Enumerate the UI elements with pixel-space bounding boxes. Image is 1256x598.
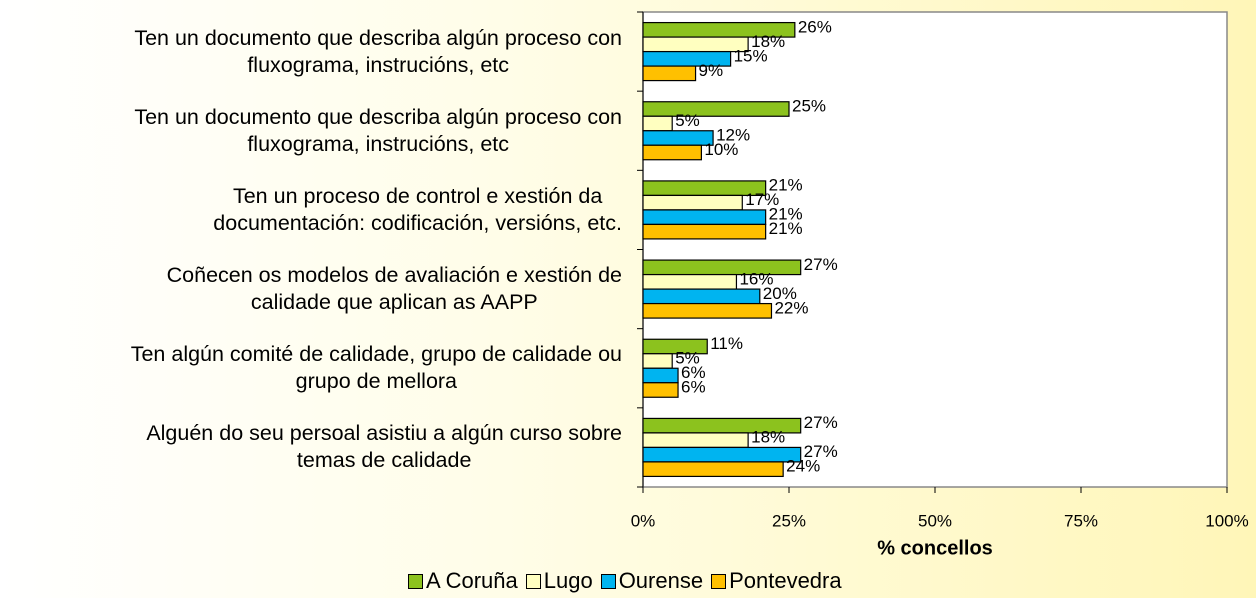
category-label: Ten un documento que describa algún proc…: [134, 104, 622, 156]
legend: A Coruña Lugo Ourense Pontevedra: [408, 568, 842, 594]
bar: [642, 259, 802, 276]
data-label: 12%: [716, 125, 750, 144]
data-label: 27%: [804, 442, 838, 461]
data-label: 10%: [704, 140, 738, 159]
x-tick-label: 100%: [1205, 511, 1248, 530]
data-label: 24%: [786, 457, 820, 476]
bar: [642, 194, 743, 211]
bar: [642, 130, 714, 146]
legend-item: A Coruña: [408, 568, 518, 594]
bar: [642, 288, 761, 305]
data-label: 22%: [774, 298, 808, 317]
data-label: 6%: [681, 377, 706, 396]
data-label: 16%: [739, 269, 773, 288]
bar: [642, 367, 679, 384]
legend-label: A Coruña: [426, 568, 518, 593]
data-label: 5%: [675, 348, 700, 367]
category-label: Coñecen os modelos de avaliación e xesti…: [166, 263, 622, 315]
legend-swatch: [711, 573, 727, 589]
bar: [642, 432, 749, 449]
legend-swatch: [600, 573, 616, 589]
bar: [642, 36, 749, 53]
data-label: 5%: [675, 111, 700, 130]
bar: [642, 65, 697, 82]
data-label: 26%: [798, 17, 832, 36]
bar: [642, 101, 790, 117]
plot-area: [642, 11, 1228, 488]
legend-item: Lugo: [525, 568, 593, 594]
legend-swatch: [525, 573, 541, 589]
category-label: Ten algún comité de calidade, grupo de c…: [130, 342, 622, 394]
bar: [642, 209, 767, 226]
bar: [642, 302, 773, 319]
data-label: 21%: [769, 205, 803, 224]
bar: [642, 461, 784, 478]
data-label: 21%: [769, 219, 803, 238]
category-label: Ten un proceso de control e xestión da d…: [213, 183, 622, 235]
data-label: 17%: [745, 190, 779, 209]
bar: [642, 338, 708, 355]
legend-label: Ourense: [618, 568, 704, 593]
category-label: Ten un documento que describa algún proc…: [134, 25, 622, 77]
category-label: Alguén do seu persoal asistiu a algún cu…: [146, 421, 622, 473]
bar: [642, 273, 738, 290]
data-label: 6%: [681, 363, 706, 382]
data-label: 25%: [792, 96, 826, 115]
legend-item: Pontevedra: [711, 568, 842, 594]
bar: [642, 353, 673, 369]
x-axis-label: % concellos: [877, 537, 993, 559]
legend-item: Ourense: [600, 568, 704, 594]
bar: [642, 223, 767, 240]
data-label: 18%: [751, 428, 785, 447]
x-tick-label: 25%: [772, 511, 806, 530]
data-label: 11%: [710, 334, 743, 353]
bar: [642, 144, 703, 161]
data-label: 27%: [804, 413, 838, 432]
x-tick-label: 50%: [918, 511, 952, 530]
bar: [642, 446, 802, 463]
data-label: 20%: [763, 284, 797, 303]
legend-swatch: [408, 573, 423, 589]
legend-label: Lugo: [543, 568, 593, 593]
data-label: 9%: [699, 61, 724, 80]
data-label: 18%: [751, 32, 785, 51]
legend-label: Pontevedra: [729, 568, 842, 593]
x-tick-label: 75%: [1064, 511, 1098, 530]
bar: [642, 115, 673, 132]
data-label: 15%: [734, 46, 768, 65]
data-label: 27%: [804, 255, 838, 274]
bar: [642, 382, 679, 398]
data-label: 21%: [769, 176, 803, 195]
x-tick-label: 0%: [631, 511, 656, 530]
